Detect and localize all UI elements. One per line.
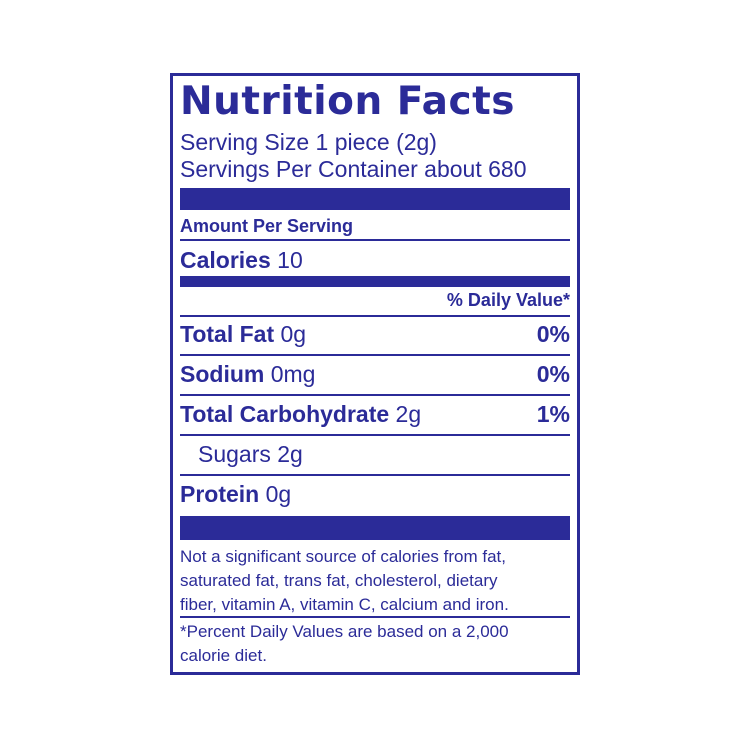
nutrient-row: Protein 0g xyxy=(180,481,570,508)
servings-per-container: Servings Per Container about 680 xyxy=(180,156,527,182)
nutrient-row: Sodium 0mg 0% xyxy=(180,361,570,388)
calories-value: 10 xyxy=(277,247,303,273)
rule xyxy=(180,354,570,356)
rule xyxy=(180,474,570,476)
nutrient-amount: 0mg xyxy=(270,361,316,387)
daily-value: 0% xyxy=(536,321,570,347)
thick-bar xyxy=(180,516,570,540)
nutrient-label: Protein xyxy=(180,481,260,507)
footnote-line: fiber, vitamin A, vitamin C, calcium and… xyxy=(180,595,509,614)
nutrient-amount: 2g xyxy=(395,401,422,427)
percent-note-line: calorie diet. xyxy=(180,646,267,665)
percent-note-line: *Percent Daily Values are based on a 2,0… xyxy=(180,622,509,641)
nutrient-amount: 0g xyxy=(265,481,292,507)
daily-value-header: % Daily Value* xyxy=(446,290,570,310)
rule xyxy=(180,434,570,436)
footnote-line: Not a significant source of calories fro… xyxy=(180,547,506,566)
serving-size: Serving Size 1 piece (2g) xyxy=(180,129,437,155)
nutrient-label: Total Fat xyxy=(180,321,275,347)
footnote-line: saturated fat, trans fat, cholesterol, d… xyxy=(180,571,498,590)
nutrient-amount: 2g xyxy=(277,441,303,467)
title: Nutrition Facts xyxy=(180,79,515,124)
rule xyxy=(180,315,570,317)
rule xyxy=(180,239,570,241)
daily-value: 1% xyxy=(536,401,570,427)
rule xyxy=(180,394,570,396)
calories-row: Calories 10 xyxy=(180,247,570,274)
thick-bar xyxy=(180,188,570,210)
nutrient-label: Sugars xyxy=(198,441,271,467)
nutrient-label: Sodium xyxy=(180,361,265,387)
nutrient-amount: 0g xyxy=(280,321,307,347)
label-panel xyxy=(170,73,580,675)
daily-value: 0% xyxy=(536,361,570,387)
rule xyxy=(180,616,570,618)
medium-bar xyxy=(180,276,570,287)
nutrient-row: Total Fat 0g 0% xyxy=(180,321,570,348)
nutrient-row: Sugars 2g xyxy=(180,441,570,468)
calories-label: Calories xyxy=(180,247,271,273)
amount-per-serving: Amount Per Serving xyxy=(180,216,354,236)
nutrient-row: Total Carbohydrate 2g 1% xyxy=(180,401,570,428)
nutrient-label: Total Carbohydrate xyxy=(180,401,390,427)
